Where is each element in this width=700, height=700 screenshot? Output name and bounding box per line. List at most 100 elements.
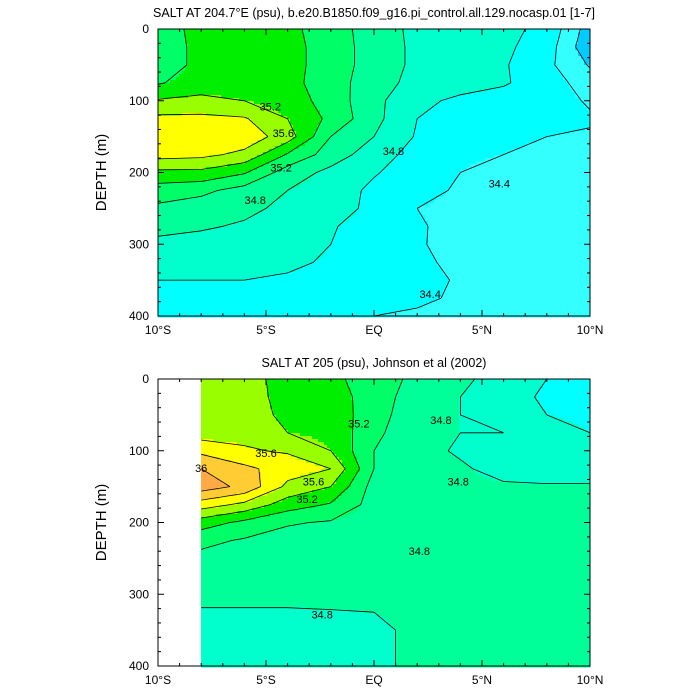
contour-fill-band	[537, 397, 591, 401]
contour-fill-band	[216, 514, 271, 518]
contour-fill-band	[555, 415, 591, 419]
contour-fill-band	[353, 38, 405, 42]
contour-fill-band	[350, 77, 402, 81]
contour-fill-band	[344, 158, 396, 162]
contour-fill-band	[356, 149, 402, 153]
contour-fill-band	[158, 44, 189, 48]
contour-fill-band	[407, 143, 528, 147]
contour-fill-band	[425, 218, 591, 222]
contour-fill-band	[293, 125, 318, 129]
contour-fill-band	[158, 122, 255, 126]
contour-fill-band	[158, 170, 252, 174]
contour-fill-band	[519, 481, 591, 485]
contour-fill-band	[324, 487, 349, 491]
contour-fill-band	[395, 311, 591, 315]
contour-fill-band	[345, 490, 367, 494]
contour-label: 35.6	[273, 128, 294, 140]
contour-fill-band	[443, 293, 591, 297]
contour-fill-band	[317, 125, 345, 129]
contour-label: 34.8	[430, 415, 451, 427]
y-tick-label: 300	[129, 237, 149, 251]
contour-fill-band	[158, 293, 444, 297]
contour-fill-band	[459, 397, 538, 401]
contour-fill-band	[443, 98, 582, 102]
contour-line	[158, 28, 526, 281]
contour-fill-band	[578, 41, 591, 45]
contour-fill-band	[372, 475, 484, 479]
contour-fill-band	[201, 541, 226, 545]
contour-fill-band	[474, 469, 591, 473]
contour-fill-band	[374, 176, 459, 180]
contour-fill-band	[396, 658, 591, 662]
contour-fill-band	[320, 149, 357, 153]
contour-fill-band	[353, 65, 405, 69]
contour-fill-band	[396, 628, 591, 632]
contour-fill-band	[396, 397, 460, 401]
contour-fill-band	[509, 62, 555, 66]
contour-fill-band	[227, 164, 264, 168]
contour-fill-band	[201, 478, 220, 482]
contour-fill-band	[458, 173, 591, 177]
contour-fill-band	[305, 86, 351, 90]
contour-fill-band	[158, 53, 189, 57]
contour-fill-band	[258, 469, 322, 473]
contour-fill-band	[351, 448, 376, 452]
contour-fill-band	[437, 260, 591, 264]
contour-fill-band	[158, 71, 183, 75]
contour-fill-band	[351, 397, 397, 401]
contour-fill-band	[350, 83, 399, 87]
contour-fill-band	[201, 379, 268, 383]
contour-fill-band	[188, 95, 222, 99]
contour-fill-band	[383, 116, 420, 120]
contour-fill-band	[458, 176, 591, 180]
contour-fill-band	[228, 484, 262, 488]
contour-fill-band	[453, 442, 591, 446]
contour-fill-band	[336, 478, 355, 482]
contour-fill-band	[332, 134, 375, 138]
chart-title: SALT AT 205 (psu), Johnson et al (2002)	[262, 356, 487, 370]
contour-fill-band	[474, 379, 547, 383]
contour-fill-band	[158, 68, 186, 72]
contour-fill-band	[398, 80, 513, 84]
contour-fill-band	[369, 478, 493, 482]
contour-fill-band	[302, 182, 369, 186]
contour-fill-band	[273, 502, 328, 506]
contour-fill-band	[272, 173, 315, 177]
contour-lines	[200, 378, 591, 666]
contour-fill-band	[158, 275, 270, 279]
contour-fill-band	[467, 167, 591, 171]
contour-fill-band	[351, 481, 370, 485]
contour-fill-band	[201, 649, 397, 653]
contour-fill-band	[353, 116, 384, 120]
contour-fill-band	[296, 131, 315, 135]
contour-fill-band	[158, 224, 228, 228]
contour-fill-band	[332, 239, 429, 243]
contour-fill-band	[201, 418, 277, 422]
contour-fill-band	[354, 412, 394, 416]
contour-fill-band	[351, 388, 400, 392]
contour-fill-band	[308, 140, 330, 144]
contour-fill-band	[485, 158, 591, 162]
contour-fill-band	[515, 50, 558, 54]
contour-fill-band	[284, 194, 360, 198]
contour-fill-band	[270, 406, 355, 410]
contour-fill-band	[353, 41, 405, 45]
contour-fill-band	[404, 146, 522, 150]
contour-fill-band	[554, 134, 591, 138]
contour-fill-band	[296, 134, 315, 138]
contour-fill-band	[287, 116, 324, 120]
contour-fill-band	[170, 80, 306, 84]
contour-fill-band	[396, 652, 591, 656]
contour-fill-band	[201, 487, 220, 491]
contour-fill-band	[336, 454, 355, 458]
contour-fill-band	[263, 131, 297, 135]
contour-fill-band	[359, 203, 429, 207]
contour-fill-band	[579, 424, 591, 428]
contour-fill-band	[261, 475, 301, 479]
contour-fill-band	[351, 439, 382, 443]
contour-fill-band	[581, 56, 591, 60]
contour-fill-band	[390, 418, 460, 422]
contour-fill-band	[393, 406, 460, 410]
contour-fill-band	[428, 302, 591, 306]
contour-fill-band	[350, 107, 387, 111]
